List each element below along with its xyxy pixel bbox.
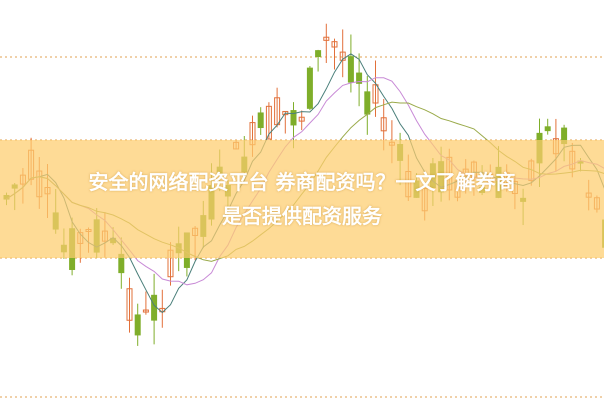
candle-body: [380, 117, 387, 132]
candle-body: [298, 116, 305, 122]
candle-body: [356, 72, 363, 84]
candle-body: [364, 91, 371, 115]
candle-body: [142, 309, 149, 313]
candle-body: [257, 112, 264, 129]
title-banner: [0, 140, 604, 258]
candle-body: [331, 41, 338, 48]
candle-body: [151, 294, 158, 321]
title-line-1: 安全的网络配资平台 券商配资吗？一文了解券商: [88, 170, 516, 194]
candle-body: [315, 50, 322, 58]
candle-body: [347, 56, 354, 83]
candle-body: [126, 288, 133, 321]
candle-body: [290, 110, 297, 126]
article-title: 安全的网络配资平台 券商配资吗？一文了解券商 是否提供配资服务: [0, 165, 604, 233]
candle-body: [544, 126, 551, 132]
candle-body: [323, 36, 330, 41]
candle-body: [339, 51, 346, 61]
candle-body: [372, 84, 379, 104]
candle-body: [306, 67, 313, 109]
candle-body: [134, 314, 141, 336]
title-line-2: 是否提供配资服务: [222, 204, 382, 228]
candle-body: [265, 105, 272, 140]
